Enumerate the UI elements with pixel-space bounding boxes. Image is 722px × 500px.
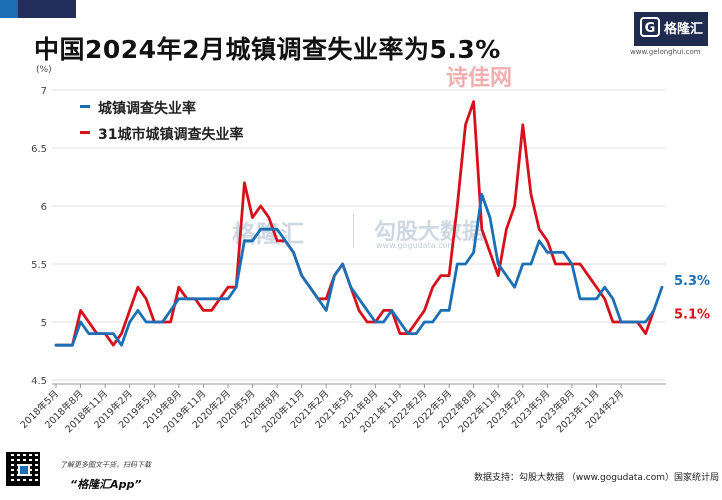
brand-glyph: G [640, 17, 660, 37]
qr-center-logo [18, 464, 30, 476]
top-accent-navy [0, 0, 76, 18]
y-tick-label: 5 [41, 318, 47, 329]
brand-name: 格隆汇 [664, 22, 704, 37]
brand-site: www.gelonghui.com [630, 48, 701, 56]
footer-app-name: “格隆汇App” [70, 478, 142, 491]
y-tick-label: 6.5 [31, 144, 47, 155]
footer-download-hint: 了解更多图文干货，扫码下载 [60, 461, 151, 469]
top-accent-bar [0, 0, 722, 18]
watermark-separator [353, 214, 354, 248]
chart-title: 中国2024年2月城镇调查失业率为5.3% [34, 35, 501, 64]
y-axis-unit: (%) [36, 65, 52, 75]
qr-code [6, 452, 40, 486]
legend-label-urban: 城镇调查失业率 [98, 101, 196, 117]
brand-logo: G 格隆汇 [634, 12, 708, 46]
legend-swatch-31city [80, 131, 90, 134]
top-accent-blue [0, 0, 18, 18]
legend-swatch-urban [80, 105, 90, 108]
y-tick-label: 7 [41, 86, 47, 97]
end-label-31city: 5.1% [674, 307, 710, 322]
y-tick-label: 5.5 [31, 260, 47, 271]
end-label-urban: 5.3% [674, 274, 710, 289]
y-tick-label: 4.5 [31, 376, 47, 387]
data-source: 数据支持：勾股大数据 （www.gogudata.com）国家统计局 [474, 473, 719, 483]
series-line-urban [54, 192, 664, 347]
legend-label-31city: 31城市城镇调查失业率 [98, 127, 244, 143]
y-tick-label: 6 [41, 202, 47, 213]
